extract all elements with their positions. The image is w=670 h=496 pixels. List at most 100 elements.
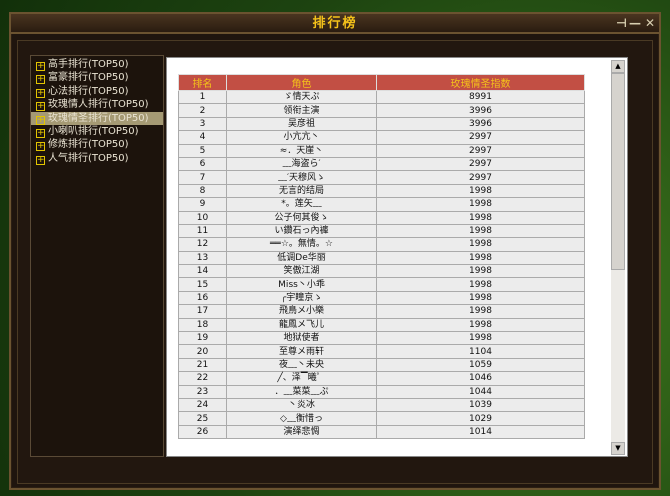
rank-cell: 5: [178, 143, 227, 158]
table-row[interactable]: 23 ．﹏菜菜﹏ぷ 1044: [178, 384, 585, 399]
table-row[interactable]: 22 ╱、泽▔曦゜ 1046: [178, 371, 585, 386]
expand-icon[interactable]: +: [36, 87, 45, 98]
tree-item[interactable]: + 高手排行(TOP50): [31, 58, 163, 71]
arrow-up-icon[interactable]: ▲: [611, 60, 625, 73]
character-cell: い鑽石っ內褲: [226, 223, 377, 239]
title-bar[interactable]: 排行榜 ⊣ — ✕: [11, 14, 659, 34]
rank-cell: 2: [178, 103, 227, 118]
score-cell: 1998: [376, 197, 585, 212]
minimize-icon[interactable]: —: [629, 16, 641, 30]
tree-item-label: 心法排行(TOP50): [48, 85, 129, 97]
expand-icon[interactable]: +: [36, 127, 45, 138]
tree-item-label: 修炼排行(TOP50): [48, 139, 129, 151]
table-row[interactable]: 5 ≈．天崖丶 2997: [178, 143, 585, 158]
score-cell: 1059: [376, 357, 585, 373]
arrow-down-icon[interactable]: ▼: [611, 442, 625, 455]
character-cell: 演绎悲惆: [226, 424, 377, 440]
score-cell: 1998: [376, 250, 585, 266]
score-cell: 1998: [376, 183, 585, 199]
expand-icon[interactable]: +: [36, 154, 45, 165]
character-cell: 飛鳥メ小樂: [226, 304, 377, 319]
character-cell: ﹏′天穆风ゝ: [226, 170, 377, 185]
table-row[interactable]: 14 笑傲江湖 1998: [178, 264, 585, 279]
table-row[interactable]: 1 ゞ情天ぷ 8991: [178, 89, 585, 105]
header-score[interactable]: 玫瑰情圣指数: [376, 74, 585, 91]
character-cell: ╭宇瞳京ゝ: [226, 290, 377, 306]
score-cell: 2997: [376, 156, 585, 172]
table-row[interactable]: 18 龍鳳メ飞儿 1998: [178, 317, 585, 333]
table-row[interactable]: 8 无言的结局 1998: [178, 183, 585, 199]
character-cell: *。莲矢﹏: [226, 197, 377, 212]
character-cell: Miss丶小乖: [226, 277, 377, 292]
tree-item[interactable]: + 小喇叭排行(TOP50): [31, 125, 163, 138]
rank-cell: 13: [178, 250, 227, 266]
table-row[interactable]: 21 夜﹏丶未央 1059: [178, 357, 585, 373]
score-cell: 1998: [376, 210, 585, 225]
score-cell: 1998: [376, 331, 585, 346]
character-cell: 低调De华丽: [226, 250, 377, 266]
expand-icon[interactable]: +: [36, 101, 45, 112]
score-cell: 2997: [376, 170, 585, 185]
ranking-window: 排行榜 ⊣ — ✕ + 高手排行(TOP50) + 富豪排行(TOP50) + 心法排行(…: [9, 12, 661, 490]
pin-icon[interactable]: ⊣: [616, 16, 627, 30]
scrollbar[interactable]: ▲ ▼: [611, 60, 625, 455]
expand-icon[interactable]: +: [36, 114, 45, 125]
score-cell: 1046: [376, 371, 585, 386]
character-cell: ◇﹏衡惜っ: [226, 411, 377, 426]
table-row[interactable]: 13 低调De华丽 1998: [178, 250, 585, 266]
tree-item[interactable]: + 心法排行(TOP50): [31, 85, 163, 98]
table-row[interactable]: 15 Miss丶小乖 1998: [178, 277, 585, 292]
score-cell: 1998: [376, 304, 585, 319]
character-cell: 领衔主演: [226, 103, 377, 118]
table-row[interactable]: 4 小亢亢丶 2997: [178, 130, 585, 145]
expand-icon[interactable]: +: [36, 61, 45, 71]
rank-cell: 19: [178, 331, 227, 346]
scrollbar-thumb[interactable]: [611, 73, 625, 270]
close-icon[interactable]: ✕: [644, 16, 655, 30]
character-cell: ╱、泽▔曦゜: [226, 371, 377, 386]
character-cell: ══☆。無情。☆: [226, 237, 377, 252]
rank-cell: 12: [178, 237, 227, 252]
expand-icon[interactable]: +: [36, 74, 45, 85]
tree-item-label: 富豪排行(TOP50): [48, 72, 129, 84]
table-row[interactable]: 17 飛鳥メ小樂 1998: [178, 304, 585, 319]
score-cell: 1998: [376, 223, 585, 239]
score-cell: 2997: [376, 130, 585, 145]
tree-item[interactable]: + 修炼排行(TOP50): [31, 138, 163, 152]
table-row[interactable]: 25 ◇﹏衡惜っ 1029: [178, 411, 585, 426]
tree-item[interactable]: + 玫瑰情人排行(TOP50): [31, 98, 163, 112]
header-character[interactable]: 角色: [226, 74, 377, 91]
character-cell: 吴彦祖: [226, 116, 377, 132]
rank-cell: 24: [178, 397, 227, 413]
table-row[interactable]: 26 演绎悲惆 1014: [178, 424, 585, 440]
header-rank[interactable]: 排名: [178, 74, 227, 91]
expand-icon[interactable]: +: [36, 141, 45, 152]
table-row[interactable]: 7 ﹏′天穆风ゝ 2997: [178, 170, 585, 185]
score-cell: 1998: [376, 277, 585, 292]
tree-item[interactable]: + 人气排行(TOP50): [31, 152, 163, 165]
rank-cell: 14: [178, 264, 227, 279]
table-row[interactable]: 16 ╭宇瞳京ゝ 1998: [178, 290, 585, 306]
table-row[interactable]: 19 地狱使者 1998: [178, 331, 585, 346]
rank-cell: 9: [178, 197, 227, 212]
table-row[interactable]: 12 ══☆。無情。☆ 1998: [178, 237, 585, 252]
table-row[interactable]: 20 至尊メ雨轩 1104: [178, 344, 585, 359]
table-row[interactable]: 3 吴彦祖 3996: [178, 116, 585, 132]
rank-cell: 15: [178, 277, 227, 292]
table-row[interactable]: 10 公子何其俊ゝ 1998: [178, 210, 585, 225]
score-cell: 1039: [376, 397, 585, 413]
table-row[interactable]: 9 *。莲矢﹏ 1998: [178, 197, 585, 212]
score-cell: 1104: [376, 344, 585, 359]
table-row[interactable]: 2 领衔主演 3996: [178, 103, 585, 118]
character-cell: 无言的结局: [226, 183, 377, 199]
tree-item[interactable]: + 富豪排行(TOP50): [31, 71, 163, 85]
table-row[interactable]: 24 丶炎冰 1039: [178, 397, 585, 413]
table-row[interactable]: 11 い鑽石っ內褲 1998: [178, 223, 585, 239]
score-cell: 1029: [376, 411, 585, 426]
ranking-panel: 排名 角色 玫瑰情圣指数 1 ゞ情天ぷ 8991 2 领衔主演 3996 3 吴彦祖 3996 4…: [166, 57, 628, 457]
rank-cell: 22: [178, 371, 227, 386]
tree-item[interactable]: + 玫瑰情圣排行(TOP50): [31, 111, 163, 125]
rank-cell: 11: [178, 223, 227, 239]
table-row[interactable]: 6 ﹏海盗ら′ 2997: [178, 156, 585, 172]
character-cell: 至尊メ雨轩: [226, 344, 377, 359]
